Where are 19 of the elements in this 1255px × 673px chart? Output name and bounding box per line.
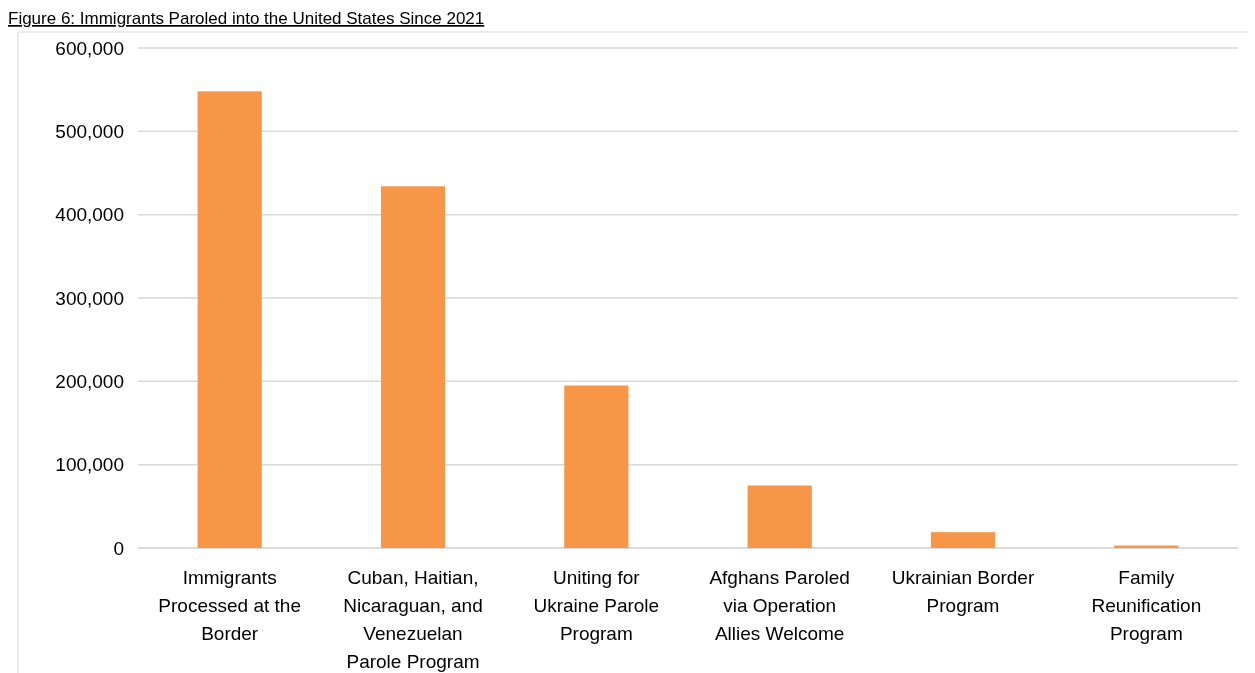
y-tick-label: 300,000 [55,287,124,309]
x-tick-label: Cuban, Haitian, Nicaraguan, and Venezuelan Parole Program [343,567,483,672]
x-tick-label: Ukrainian Border Program [891,567,1035,616]
bar [197,91,262,548]
bar [930,532,996,548]
y-tick-label: 0 [113,537,124,559]
x-tick-label: Afghans Paroled via Operation Allies Welcome [709,567,850,644]
bar [380,186,446,548]
y-tick-label: 200,000 [55,370,124,392]
x-tick-label: Uniting for Ukraine Parole Program [533,567,660,644]
bar [747,485,812,548]
chart-title: Figure 6: Immigrants Paroled into the United States Since 2021 [8,9,485,28]
x-tick-label: Immigrants Processed at the Border [158,567,301,644]
bar [564,385,629,548]
y-tick-label: 500,000 [55,120,124,142]
y-tick-label: 400,000 [55,204,124,226]
y-tick-label: 100,000 [55,454,124,476]
x-tick-label: Family Reunification Program [1091,567,1202,644]
y-tick-label: 600,000 [55,37,124,59]
